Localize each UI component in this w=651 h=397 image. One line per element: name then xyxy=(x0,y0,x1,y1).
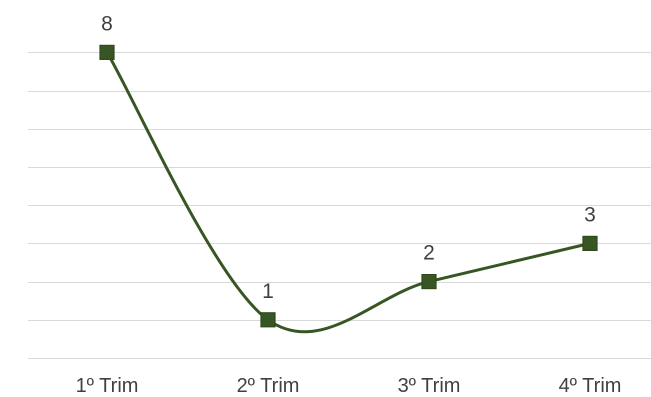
x-tick-label-1: 1º Trim xyxy=(76,375,139,397)
series-layer xyxy=(105,50,592,334)
data-label-1: 8 xyxy=(101,12,113,35)
data-point-1 xyxy=(99,44,115,60)
x-axis-tick-labels: 1º Trim 2º Trim 3º Trim 4º Trim xyxy=(76,375,622,397)
data-point-4 xyxy=(582,235,598,251)
markers-layer xyxy=(99,44,598,328)
data-labels-layer: 8 1 2 3 xyxy=(101,12,596,302)
data-point-2 xyxy=(260,312,276,328)
x-tick-label-4: 4º Trim xyxy=(559,375,622,397)
data-label-4: 3 xyxy=(584,203,596,226)
data-label-2: 1 xyxy=(262,280,274,303)
x-tick-label-2: 2º Trim xyxy=(237,375,300,397)
data-point-3 xyxy=(421,273,437,290)
x-tick-label-3: 3º Trim xyxy=(398,375,461,397)
series-line xyxy=(105,50,592,334)
data-label-3: 2 xyxy=(423,242,435,265)
gridlines xyxy=(28,52,651,359)
